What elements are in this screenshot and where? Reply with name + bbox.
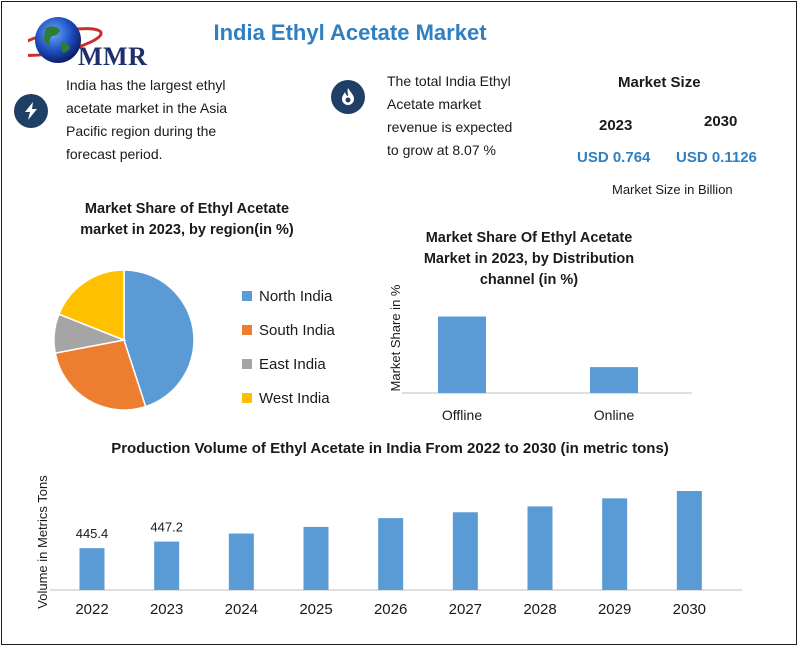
production-bar-2024: [228, 533, 254, 590]
info-text-growth: The total India Ethyl Acetate market reven…: [387, 73, 513, 158]
production-tick-label: 2030: [673, 601, 706, 618]
production-data-label: 445.4: [76, 526, 109, 541]
market-size-title: Market Size: [618, 74, 701, 91]
lightning-icon: [14, 94, 48, 128]
legend-swatch: [242, 291, 252, 301]
production-bar-2026: [378, 518, 404, 590]
distribution-bar-online: [590, 367, 638, 393]
production-tick-label: 2028: [523, 601, 556, 618]
info-text-largest-market: India has the largest ethyl acetate marke…: [66, 77, 228, 162]
production-data-label: 447.2: [150, 520, 183, 535]
legend-item-west-india: West India: [242, 381, 372, 415]
production-y-axis-label: Volume in Metrics Tons: [35, 475, 50, 609]
market-size-2030-value: USD 0.1126: [676, 149, 757, 166]
logo-text: MMR: [78, 42, 148, 71]
production-bar-2023: [154, 541, 180, 590]
production-bar-2027: [452, 512, 478, 590]
pie-slice-south-india: [54, 339, 147, 411]
page-title: India Ethyl Acetate Market: [213, 20, 487, 45]
legend-label: East India: [259, 355, 326, 373]
market-size-note: Market Size in Billion: [612, 182, 733, 197]
market-size-2023-value: USD 0.764: [577, 149, 651, 166]
production-tick-label: 2025: [299, 601, 332, 618]
globe-icon: [13, 17, 103, 63]
mmr-logo: [13, 12, 158, 74]
year-2023-label: 2023: [599, 117, 633, 134]
pie-slice-west-india: [57, 269, 125, 342]
legend-item-east-india: East India: [242, 347, 372, 381]
legend-label: South India: [259, 321, 335, 339]
production-bar-2030: [676, 491, 702, 590]
production-bar-chart: Volume in Metrics Tons 2022 445.4 2023 447.2…: [35, 475, 742, 618]
legend-label: West India: [259, 389, 330, 407]
pie-chart-title: Market Share of Ethyl Acetate market in 2…: [80, 201, 294, 238]
production-bar-2028: [527, 506, 553, 590]
production-tick-label: 2029: [598, 601, 631, 618]
legend-swatch: [242, 359, 252, 369]
distribution-bar-offline: [438, 316, 486, 393]
flame-icon: [331, 80, 365, 114]
legend-item-north-india: North India: [242, 279, 372, 313]
legend-swatch: [242, 393, 252, 403]
pie-legend: North India South India East India West Ind…: [242, 279, 372, 415]
production-bar-2029: [602, 498, 628, 590]
pie-slice-north-india: [123, 269, 195, 408]
legend-label: North India: [259, 287, 333, 305]
production-tick-label: 2027: [449, 601, 482, 618]
distribution-bar-chart: Market Share in % Offline Online: [388, 284, 692, 423]
production-bar-2025: [303, 526, 329, 590]
distribution-tick-label: Online: [594, 407, 635, 423]
distribution-chart-title: Market Share Of Ethyl Acetate Market in 2…: [423, 230, 635, 288]
production-chart-title: Production Volume of Ethyl Acetate in In…: [111, 440, 669, 457]
distribution-y-axis-label: Market Share in %: [388, 284, 403, 391]
region-pie-chart: [53, 269, 195, 411]
legend-item-south-india: South India: [242, 313, 372, 347]
production-tick-label: 2024: [225, 601, 258, 618]
year-2030-label: 2030: [704, 113, 738, 130]
production-bar-2022: [79, 548, 105, 590]
production-tick-label: 2023: [150, 601, 183, 618]
production-tick-label: 2022: [75, 601, 108, 618]
legend-swatch: [242, 325, 252, 335]
distribution-tick-label: Offline: [442, 407, 482, 423]
production-tick-label: 2026: [374, 601, 407, 618]
